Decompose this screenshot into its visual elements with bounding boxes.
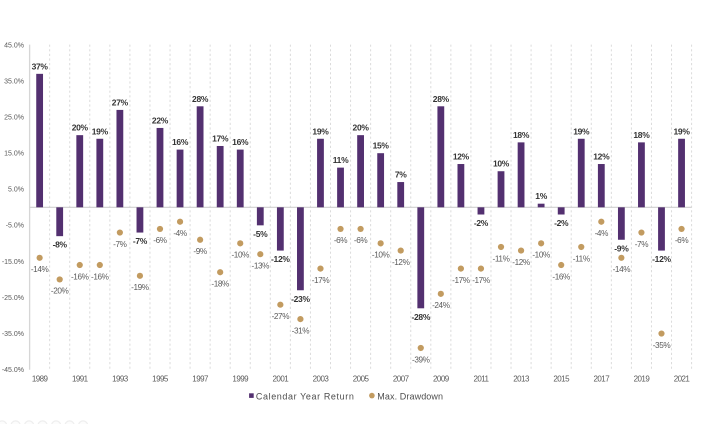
svg-text:25.0%: 25.0%	[4, 115, 24, 122]
svg-text:-16%: -16%	[91, 272, 109, 281]
svg-text:45.0%: 45.0%	[4, 42, 24, 49]
svg-text:-16%: -16%	[552, 272, 570, 281]
svg-text:19%: 19%	[92, 126, 109, 136]
svg-text:15.0%: 15.0%	[4, 151, 24, 158]
svg-text:12%: 12%	[453, 152, 470, 162]
svg-text:16%: 16%	[232, 137, 249, 147]
svg-text:7%: 7%	[395, 170, 407, 180]
svg-text:-12%: -12%	[271, 254, 290, 264]
svg-text:-12%: -12%	[512, 258, 530, 267]
svg-text:2003: 2003	[313, 374, 330, 383]
svg-text:1995: 1995	[152, 374, 169, 383]
svg-text:-28%: -28%	[411, 312, 430, 322]
svg-text:-23%: -23%	[291, 294, 310, 304]
svg-text:-15.0%: -15.0%	[2, 259, 24, 266]
svg-text:-10%: -10%	[372, 251, 390, 260]
svg-text:-2%: -2%	[554, 218, 569, 228]
svg-text:2021: 2021	[674, 374, 691, 383]
svg-text:19%: 19%	[573, 126, 590, 136]
svg-text:28%: 28%	[433, 94, 450, 104]
svg-text:-9%: -9%	[193, 247, 206, 256]
svg-text:2019: 2019	[634, 374, 651, 383]
svg-text:-12%: -12%	[392, 258, 410, 267]
svg-text:1997: 1997	[192, 374, 209, 383]
svg-text:-35%: -35%	[653, 341, 671, 350]
svg-text:1993: 1993	[112, 374, 129, 383]
svg-text:-11%: -11%	[493, 254, 510, 263]
svg-text:Max. Drawdown: Max. Drawdown	[377, 392, 443, 402]
svg-text:-6%: -6%	[153, 236, 166, 245]
svg-text:15%: 15%	[373, 141, 390, 151]
svg-text:37%: 37%	[32, 61, 49, 71]
svg-text:20%: 20%	[353, 123, 370, 133]
svg-text:-6%: -6%	[354, 236, 367, 245]
svg-text:2017: 2017	[594, 374, 611, 383]
svg-text:19%: 19%	[312, 126, 329, 136]
svg-text:-18%: -18%	[211, 280, 229, 289]
svg-text:-5%: -5%	[253, 229, 268, 239]
svg-text:2015: 2015	[553, 374, 570, 383]
svg-text:17%: 17%	[212, 133, 229, 143]
svg-text:-19%: -19%	[131, 283, 149, 292]
svg-text:28%: 28%	[192, 94, 209, 104]
svg-text:-17%: -17%	[452, 276, 470, 285]
svg-text:18%: 18%	[633, 130, 650, 140]
svg-text:-17%: -17%	[312, 276, 330, 285]
svg-text:11%: 11%	[333, 155, 349, 165]
svg-text:19%: 19%	[673, 126, 690, 136]
svg-text:Calendar Year Return: Calendar Year Return	[256, 392, 355, 402]
svg-text:-10%: -10%	[532, 251, 550, 260]
svg-text:12%: 12%	[593, 152, 610, 162]
svg-text:-7%: -7%	[133, 236, 148, 246]
svg-text:-6%: -6%	[675, 236, 688, 245]
svg-text:-17%: -17%	[472, 276, 490, 285]
svg-text:2009: 2009	[433, 374, 450, 383]
svg-text:-20%: -20%	[51, 287, 69, 296]
svg-text:1989: 1989	[32, 374, 49, 383]
svg-text:-5.0%: -5.0%	[6, 223, 24, 230]
svg-text:-7%: -7%	[113, 240, 126, 249]
svg-text:-35.0%: -35.0%	[2, 331, 24, 338]
svg-text:-14%: -14%	[31, 265, 49, 274]
svg-text:5.0%: 5.0%	[8, 187, 24, 194]
svg-text:-45.0%: -45.0%	[2, 367, 24, 374]
svg-text:20%: 20%	[72, 123, 89, 133]
svg-text:-12%: -12%	[652, 254, 671, 264]
svg-text:-4%: -4%	[173, 229, 186, 238]
svg-text:-14%: -14%	[613, 265, 631, 274]
svg-text:-25.0%: -25.0%	[2, 295, 24, 302]
svg-text:16%: 16%	[172, 137, 189, 147]
svg-text:1991: 1991	[72, 374, 89, 383]
svg-text:22%: 22%	[152, 115, 169, 125]
svg-text:-16%: -16%	[71, 272, 89, 281]
svg-text:-13%: -13%	[252, 261, 270, 270]
svg-text:-31%: -31%	[292, 326, 310, 335]
svg-text:-2%: -2%	[474, 218, 489, 228]
svg-text:-11%: -11%	[573, 254, 590, 263]
svg-text:2001: 2001	[273, 374, 290, 383]
svg-text:-24%: -24%	[432, 301, 450, 310]
svg-text:1%: 1%	[535, 191, 547, 201]
svg-text:-7%: -7%	[635, 240, 648, 249]
svg-text:-39%: -39%	[412, 355, 430, 364]
svg-text:27%: 27%	[112, 97, 129, 107]
svg-text:-10%: -10%	[231, 251, 249, 260]
svg-text:2005: 2005	[353, 374, 370, 383]
svg-text:10%: 10%	[493, 159, 510, 169]
svg-text:-8%: -8%	[53, 240, 68, 250]
svg-text:-4%: -4%	[595, 229, 608, 238]
svg-text:18%: 18%	[513, 130, 530, 140]
svg-text:1999: 1999	[232, 374, 249, 383]
svg-text:2011: 2011	[473, 374, 489, 383]
svg-text:35.0%: 35.0%	[4, 78, 24, 85]
svg-text:-9%: -9%	[614, 243, 629, 253]
svg-text:-6%: -6%	[334, 236, 347, 245]
svg-text:2007: 2007	[393, 374, 410, 383]
svg-text:-27%: -27%	[272, 312, 290, 321]
svg-text:2013: 2013	[513, 374, 530, 383]
